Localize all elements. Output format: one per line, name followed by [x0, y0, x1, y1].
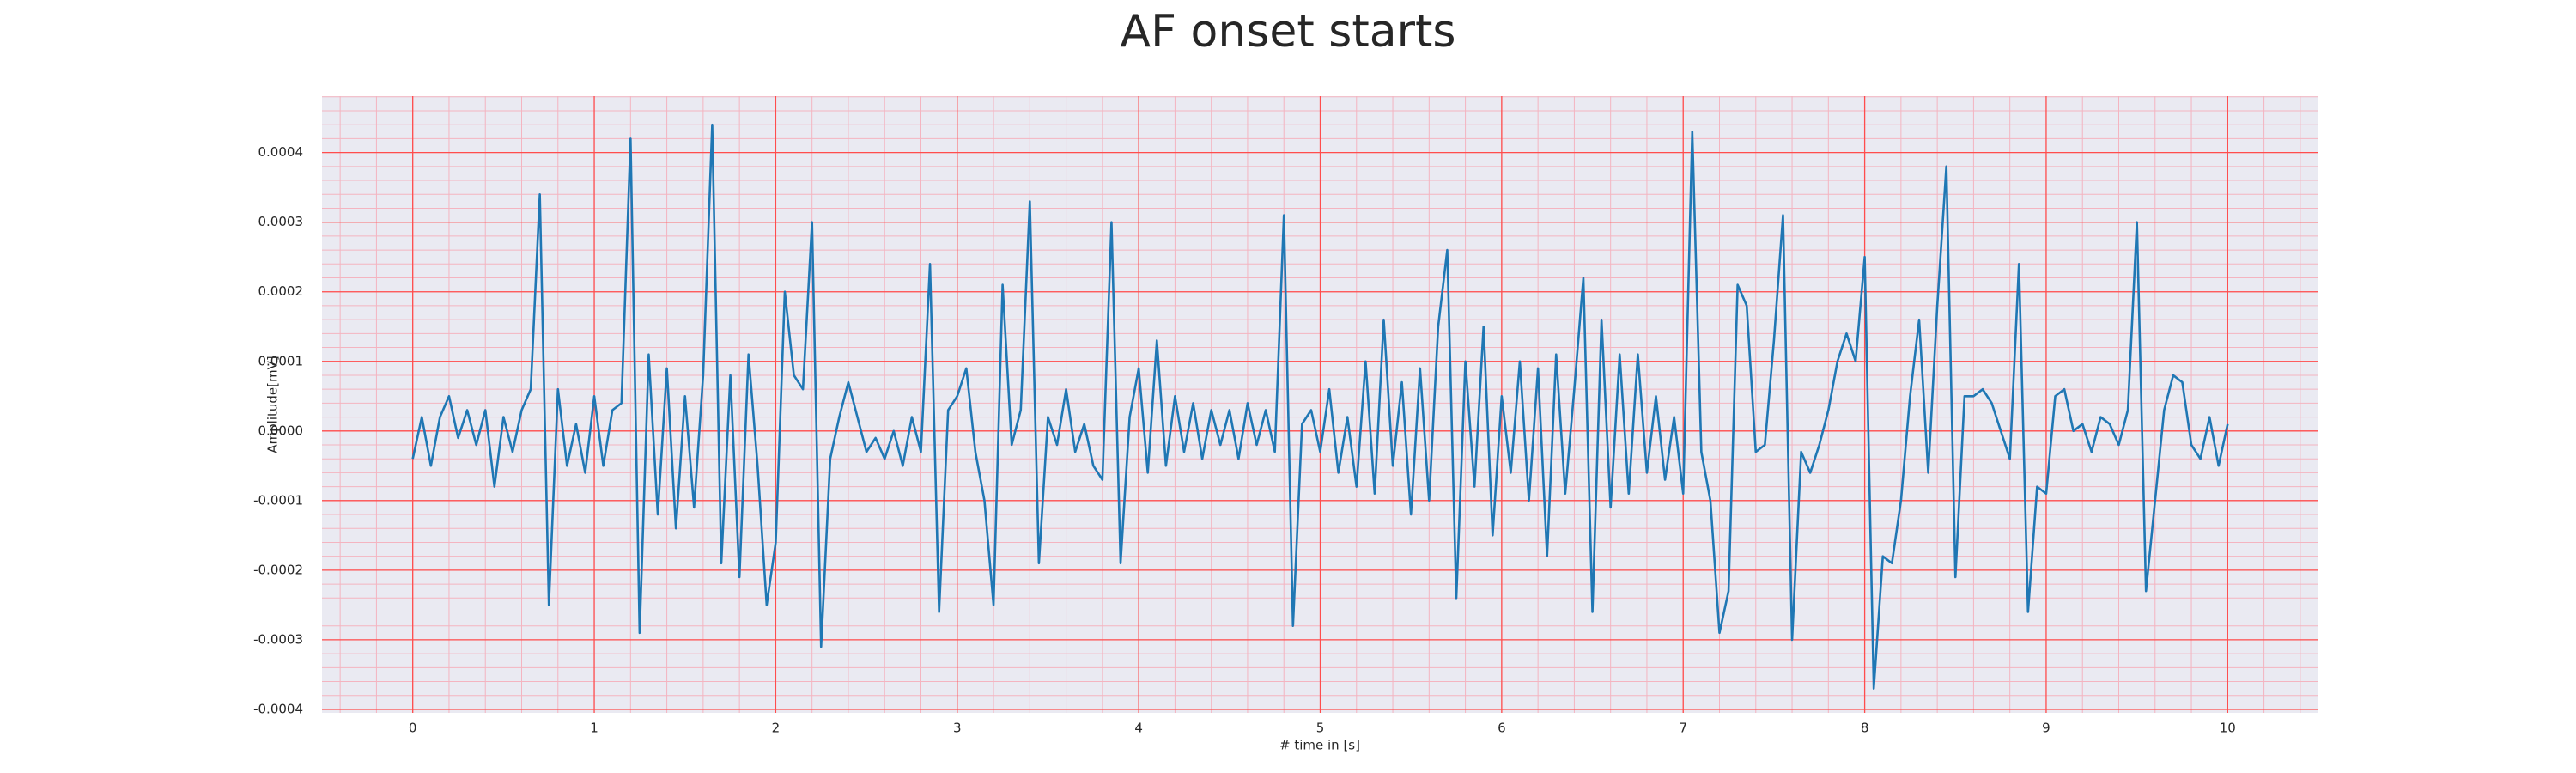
x-tick-label: 7 — [1679, 721, 1687, 736]
labels: 0 1 2 3 4 5 6 7 8 9 10 -0.0004 -0.0003 -0.0002 -0.0001… — [253, 144, 2236, 735]
signal-line — [411, 123, 2229, 690]
x-tick-label: 4 — [1134, 721, 1143, 736]
y-axis-label: Amplitude[mV] — [265, 356, 281, 453]
y-tick-label: 0.0000 — [258, 423, 304, 438]
x-axis-label: # time in [s] — [1279, 738, 1360, 753]
x-tick-label: 10 — [2220, 721, 2236, 736]
y-tick-label: 0.0002 — [258, 283, 304, 299]
y-tick-label: 0.0001 — [258, 353, 304, 368]
y-tick-label: -0.0002 — [253, 562, 303, 577]
x-tick-label: 0 — [409, 721, 417, 736]
x-tick-label: 5 — [1316, 721, 1325, 736]
x-tick-label: 9 — [2042, 721, 2050, 736]
y-tick-label: -0.0004 — [253, 701, 303, 716]
y-tick-label: -0.0001 — [253, 492, 303, 508]
marks — [411, 123, 2229, 690]
y-tick-label: -0.0003 — [253, 631, 303, 647]
grid — [322, 96, 2318, 713]
y-tick-label: 0.0003 — [258, 214, 304, 229]
x-tick-label: 8 — [1861, 721, 1869, 736]
x-tick-label: 3 — [953, 721, 962, 736]
chart-title: AF onset starts — [1121, 6, 1456, 58]
x-tick-label: 2 — [772, 721, 781, 736]
x-tick-label: 6 — [1498, 721, 1506, 736]
y-tick-label: 0.0004 — [258, 144, 304, 160]
x-tick-label: 1 — [590, 721, 598, 736]
